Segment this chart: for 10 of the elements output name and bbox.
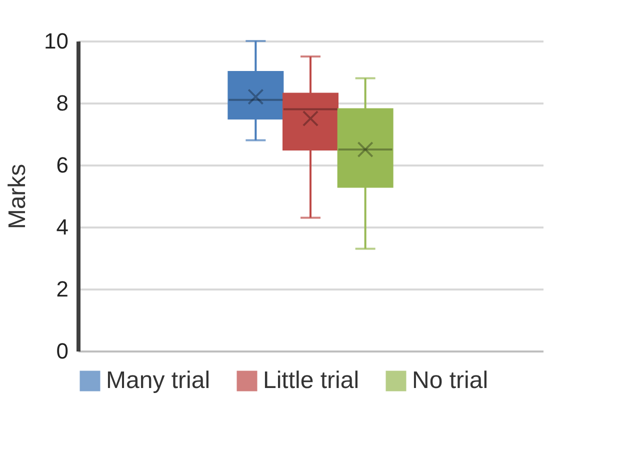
y-tick-label: 8 xyxy=(56,90,68,116)
y-axis-title: Marks xyxy=(4,164,32,230)
legend-label: No trial xyxy=(412,367,488,394)
y-tick-label: 2 xyxy=(56,276,68,302)
legend-label: Many trial xyxy=(106,367,210,394)
y-tick-label: 10 xyxy=(44,28,68,54)
y-tick-label: 4 xyxy=(56,214,68,240)
y-tick-label: 6 xyxy=(56,152,68,178)
y-tick-label: 0 xyxy=(56,338,68,364)
legend-label: Little trial xyxy=(263,367,360,394)
